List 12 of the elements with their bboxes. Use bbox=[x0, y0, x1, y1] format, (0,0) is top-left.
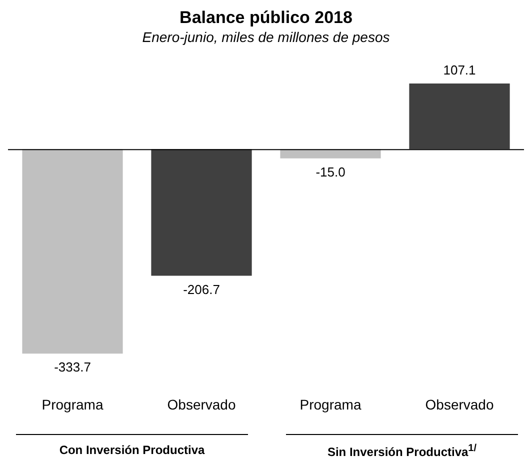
x-tick-label: Observado bbox=[425, 396, 494, 412]
data-label: -333.7 bbox=[54, 360, 91, 375]
x-tick-label: Programa bbox=[300, 396, 362, 412]
chart-subtitle: Enero-junio, miles de millones de pesos bbox=[141, 28, 391, 46]
text: Con Inversión Productiva bbox=[16, 434, 248, 459]
data-label: 107.1 bbox=[443, 62, 476, 78]
x-tick-label: Observado bbox=[167, 396, 236, 412]
chart-title: Balance público 2018 bbox=[178, 8, 354, 28]
data-label: -206.7 bbox=[183, 282, 220, 297]
text: Sin Inversión Productiva$^{1/}$ bbox=[286, 434, 518, 459]
x-tick-label: Programa bbox=[42, 396, 104, 412]
data-label: -15.0 bbox=[316, 164, 346, 180]
